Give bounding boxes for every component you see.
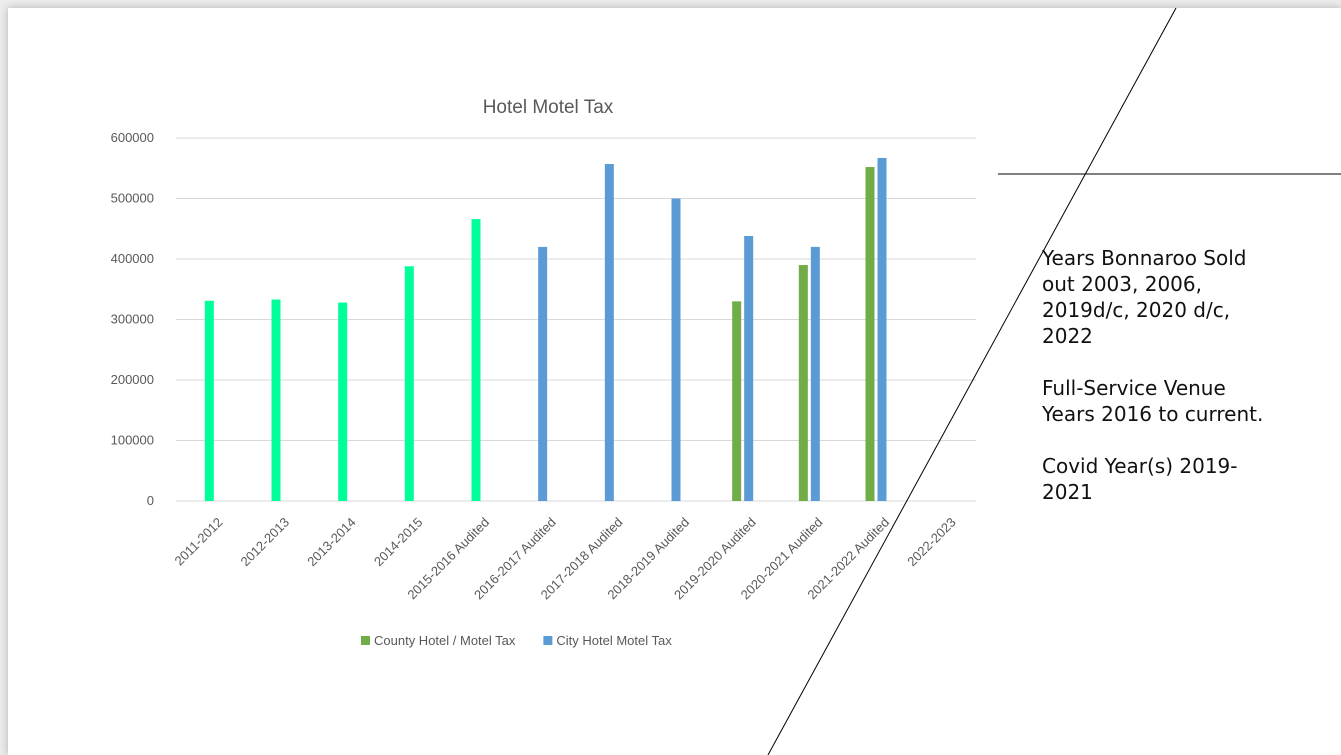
y-axis-ticks: 0 100000 200000 300000 400000 500000 600000 — [111, 130, 154, 508]
bar — [810, 246, 820, 501]
y-tick-label: 0 — [147, 493, 154, 508]
bar — [798, 265, 808, 501]
bars — [204, 157, 887, 502]
x-tick-label: 2013-2014 — [304, 515, 359, 570]
venue-note: Full-Service Venue Years 2016 to current… — [1042, 376, 1264, 426]
legend-swatch — [361, 636, 370, 645]
x-tick-label: 2022-2023 — [904, 515, 959, 570]
bar — [538, 246, 548, 501]
side-notes: Years Bonnaroo Sold out 2003, 2006, 2019… — [1042, 245, 1332, 531]
diagonal-line — [767, 8, 1177, 755]
legend-swatch — [543, 636, 553, 645]
y-tick-label: 100000 — [111, 433, 154, 448]
y-tick-label: 200000 — [111, 372, 154, 387]
bar — [865, 167, 875, 502]
y-tick-label: 500000 — [111, 191, 154, 206]
bar — [338, 302, 348, 501]
bar — [404, 266, 414, 501]
covid-note: Covid Year(s) 2019- 2021 — [1042, 454, 1238, 504]
x-axis-ticks: 2011-2012 2012-2013 2013-2014 2014-20152015… — [172, 515, 959, 603]
bar-chart: 0 100000 200000 300000 400000 500000 600000 20… — [111, 8, 1341, 755]
slide: 0 100000 200000 300000 400000 500000 600000 20… — [8, 8, 1341, 755]
bar — [204, 300, 214, 501]
x-tick-label: 2011-2012 — [172, 515, 226, 569]
y-tick-label: 400000 — [111, 251, 154, 266]
bar — [744, 236, 754, 501]
chart-title: Hotel Motel Tax — [483, 97, 614, 118]
x-tick-label: 2012-2013 — [238, 515, 293, 570]
y-tick-label: 600000 — [111, 130, 154, 145]
bar — [604, 164, 614, 501]
bar — [271, 299, 281, 501]
x-tick-label: 2014-2015 — [371, 515, 426, 570]
bar — [732, 301, 742, 501]
annotation-lines — [767, 8, 1341, 755]
legend: County Hotel / Motel Tax City Hotel Motel… — [361, 633, 672, 648]
legend-label: County Hotel / Motel Tax — [374, 633, 516, 648]
gridlines — [176, 137, 976, 502]
bar — [671, 198, 681, 501]
bar — [471, 219, 481, 501]
bonnaroo-note: Years Bonnaroo Sold out 2003, 2006, 2019… — [1042, 246, 1247, 348]
y-tick-label: 300000 — [111, 312, 154, 327]
bar — [877, 157, 887, 501]
legend-label: City Hotel Motel Tax — [556, 633, 672, 648]
